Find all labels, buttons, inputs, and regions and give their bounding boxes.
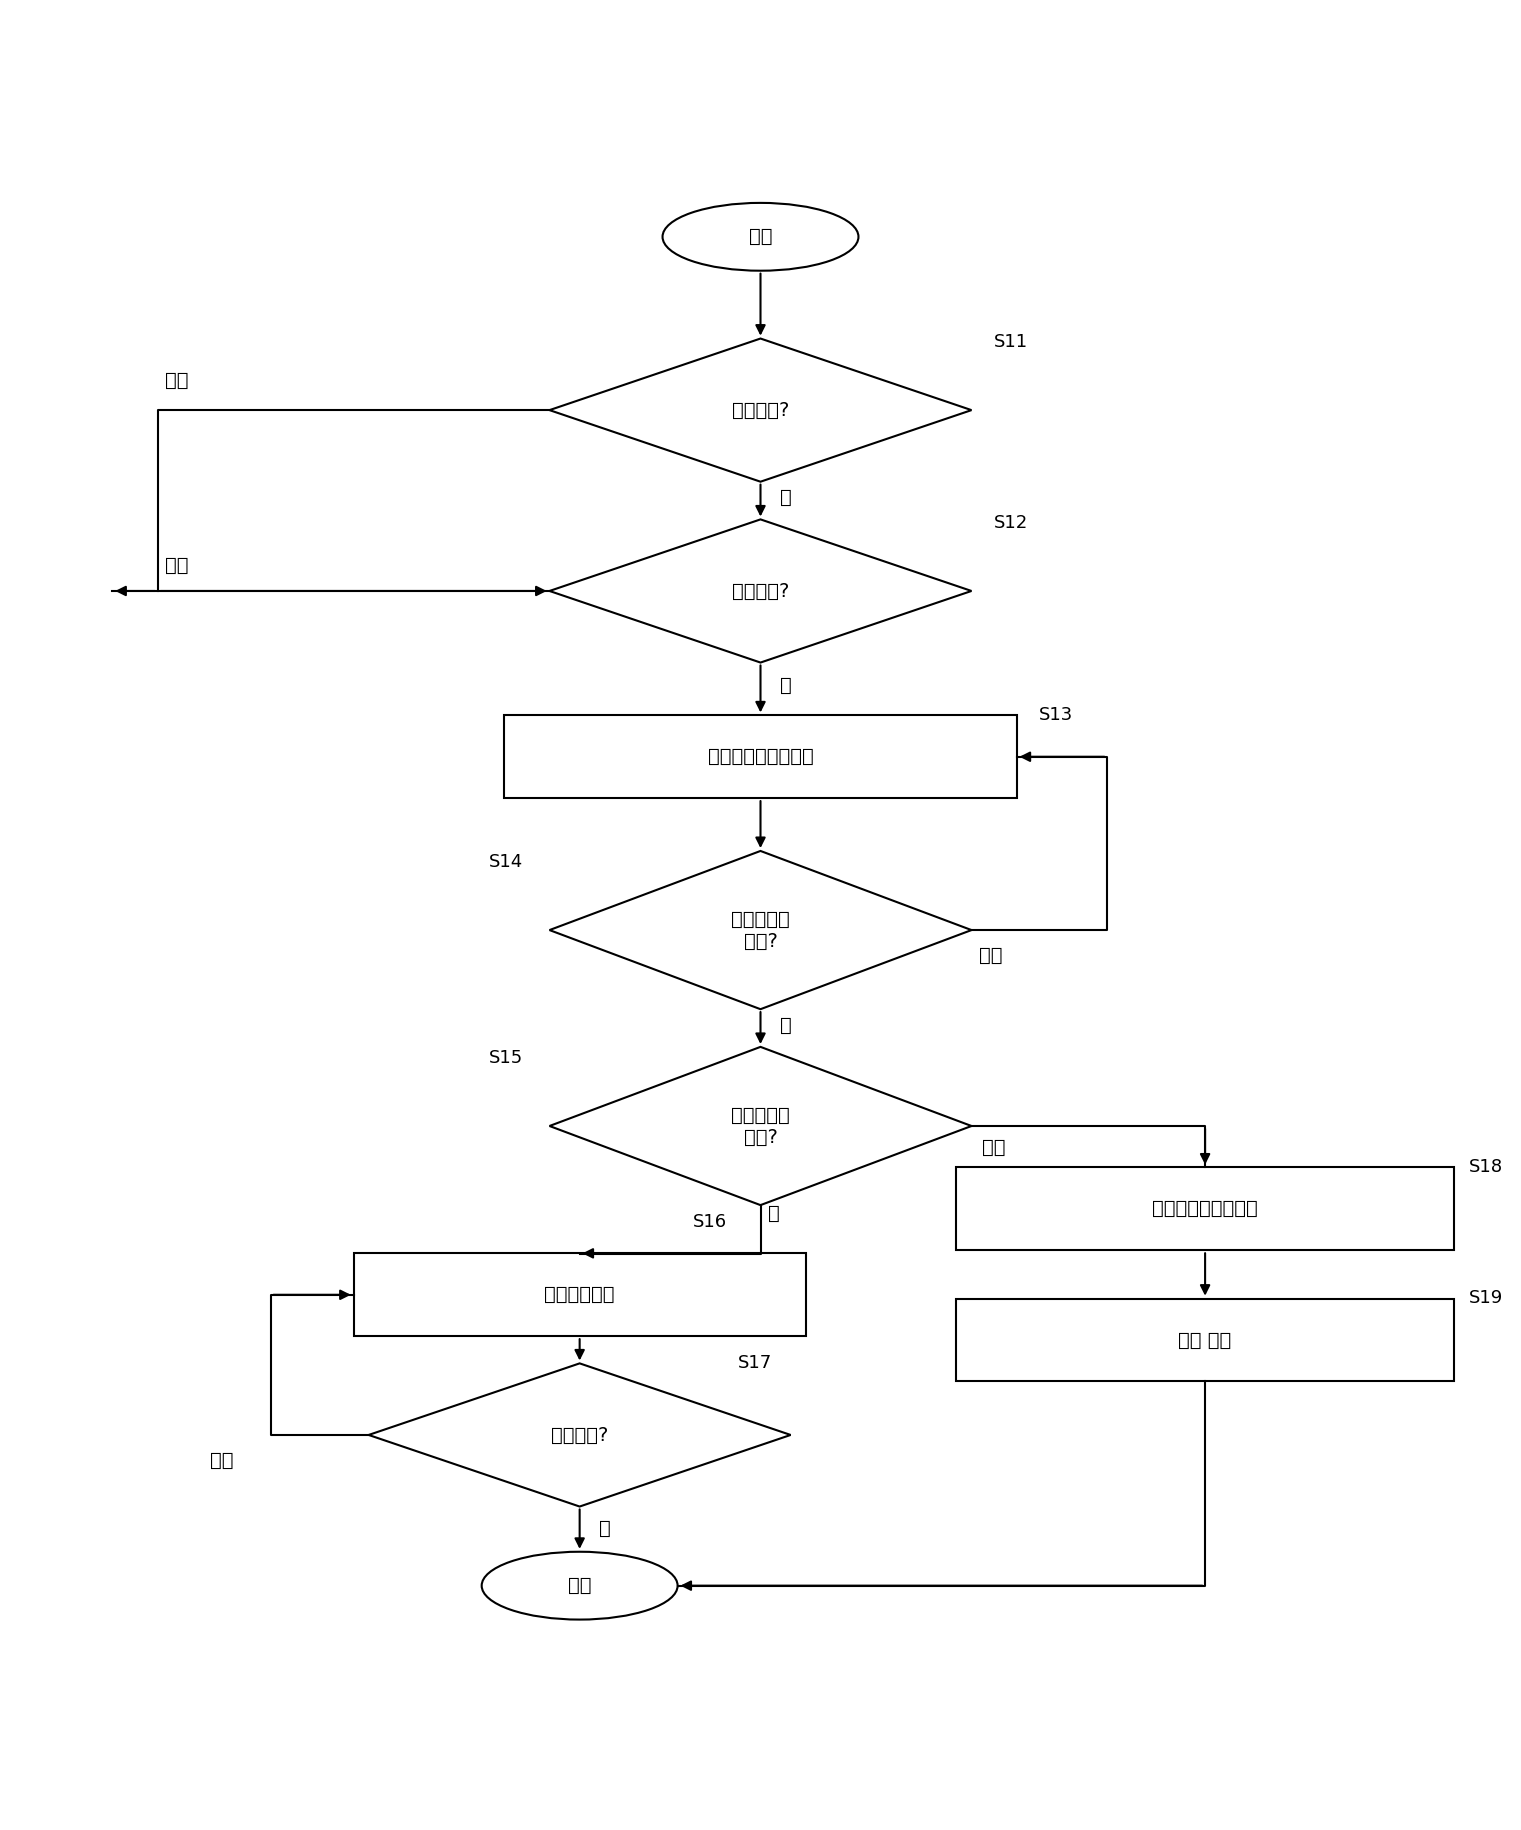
Polygon shape bbox=[549, 851, 972, 1008]
Text: 是: 是 bbox=[780, 489, 792, 507]
Text: 结束: 结束 bbox=[567, 1576, 592, 1596]
Text: 开始: 开始 bbox=[748, 227, 773, 247]
Text: 是: 是 bbox=[599, 1519, 611, 1537]
Text: 进行烘干行程: 进行烘干行程 bbox=[545, 1285, 614, 1305]
FancyBboxPatch shape bbox=[957, 1299, 1454, 1382]
Text: 不是: 不是 bbox=[980, 946, 1002, 964]
Ellipse shape bbox=[663, 203, 858, 271]
Text: 不是: 不是 bbox=[983, 1138, 1005, 1157]
FancyBboxPatch shape bbox=[957, 1168, 1454, 1250]
Text: 判断加热器出现异常: 判断加热器出现异常 bbox=[1153, 1199, 1258, 1219]
FancyBboxPatch shape bbox=[505, 716, 1016, 798]
Text: S13: S13 bbox=[1039, 706, 1074, 723]
Text: 不是: 不是 bbox=[210, 1451, 234, 1469]
Text: 是: 是 bbox=[768, 1204, 780, 1222]
Text: S14: S14 bbox=[490, 853, 523, 871]
Text: S18: S18 bbox=[1469, 1158, 1503, 1175]
Text: 烘干结束?: 烘干结束? bbox=[551, 1426, 608, 1444]
Text: S12: S12 bbox=[995, 514, 1028, 533]
Text: 电源接通?: 电源接通? bbox=[732, 401, 789, 419]
Polygon shape bbox=[549, 339, 972, 481]
Text: 不是: 不是 bbox=[166, 556, 189, 575]
FancyBboxPatch shape bbox=[353, 1254, 806, 1336]
Text: S15: S15 bbox=[490, 1049, 523, 1067]
Text: 显示 异常: 显示 异常 bbox=[1179, 1330, 1232, 1349]
Polygon shape bbox=[549, 520, 972, 662]
Text: 已达到设定
温度?: 已达到设定 温度? bbox=[732, 1105, 789, 1147]
Text: 工作开始?: 工作开始? bbox=[732, 582, 789, 600]
Polygon shape bbox=[549, 1047, 972, 1206]
Text: 是: 是 bbox=[780, 677, 792, 695]
Text: S17: S17 bbox=[738, 1354, 773, 1372]
Polygon shape bbox=[368, 1363, 791, 1506]
Text: S19: S19 bbox=[1469, 1288, 1503, 1307]
Text: 不是: 不是 bbox=[166, 370, 189, 390]
Text: S16: S16 bbox=[692, 1213, 727, 1232]
Text: S11: S11 bbox=[995, 333, 1028, 351]
Ellipse shape bbox=[482, 1552, 678, 1620]
Text: 让加热器和电机工作: 让加热器和电机工作 bbox=[707, 747, 814, 767]
Text: 已经过基准
时间?: 已经过基准 时间? bbox=[732, 910, 789, 950]
Text: 是: 是 bbox=[780, 1016, 792, 1034]
